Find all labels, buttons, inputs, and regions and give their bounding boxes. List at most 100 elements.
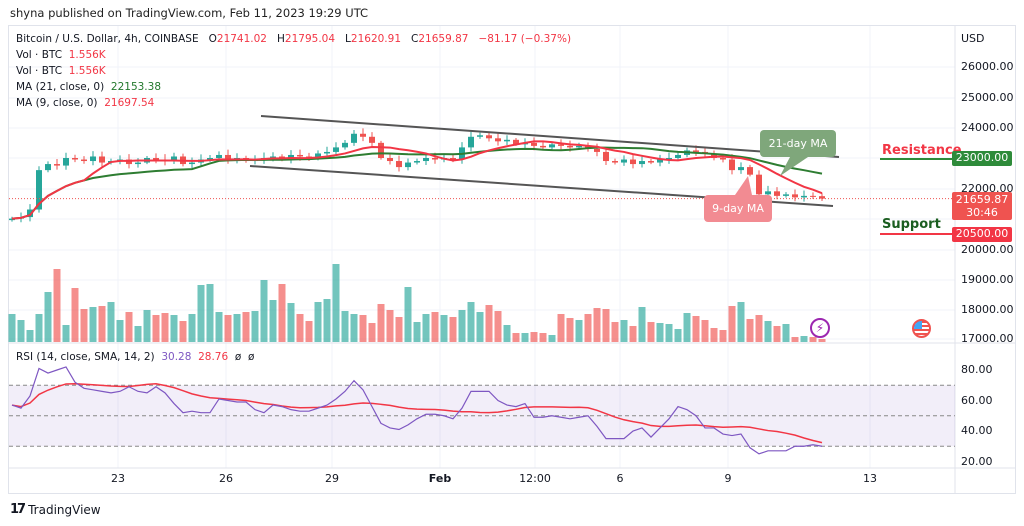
volume-bar	[44, 292, 52, 342]
volume-bar	[269, 300, 277, 342]
volume-value: 1.556K	[68, 65, 106, 77]
candle-body	[666, 158, 672, 160]
volume-bar	[152, 315, 160, 342]
volume-bar	[413, 322, 421, 342]
current-price: 21659.87	[955, 193, 1009, 206]
candle-body	[756, 174, 762, 195]
rsi-line	[11, 366, 823, 455]
candle-body	[396, 161, 402, 168]
candle-body	[423, 158, 429, 162]
rsi-label: RSI (14, close, SMA, 14, 2)	[16, 351, 155, 363]
ma9-legend: MA (9, close, 0) 21697.54	[16, 97, 154, 109]
volume-bar	[206, 284, 214, 342]
volume-label: Vol · BTC	[16, 49, 63, 61]
candle-body	[783, 194, 789, 196]
volume-bar	[314, 302, 322, 342]
ma21-line	[11, 146, 823, 220]
time-tick-label: 12:00	[519, 472, 551, 485]
volume-bar	[791, 337, 799, 342]
volume-value: 1.556K	[68, 49, 106, 61]
candle-body	[207, 158, 213, 160]
volume-bar	[341, 311, 349, 342]
price-tick-label: 22000.00	[961, 182, 1014, 195]
volume-bar	[71, 288, 79, 342]
volume-bar	[737, 302, 745, 342]
volume-bar	[665, 324, 673, 342]
resistance-price-label: 23000.00	[952, 151, 1012, 166]
time-tick-label: 13	[863, 472, 877, 485]
ma9-label: MA (9, close, 0)	[16, 97, 98, 109]
volume-bar	[593, 308, 601, 342]
candle-body	[270, 156, 276, 158]
candle-body	[765, 191, 771, 195]
candle-body	[774, 191, 780, 196]
candle-body	[477, 135, 483, 137]
tradingview-logo-text: TradingView	[28, 502, 101, 517]
volume-bar	[764, 321, 772, 342]
rsi-extra-2: ø	[247, 351, 255, 363]
rsi-extra-1: ø	[234, 351, 242, 363]
volume-bar	[233, 314, 241, 342]
open-label: O	[208, 33, 217, 45]
candle-body	[387, 158, 393, 162]
candle-body	[594, 148, 600, 152]
candle-body	[810, 195, 816, 197]
volume-bar	[98, 306, 106, 342]
volume-bar	[143, 310, 151, 342]
candle-body	[405, 162, 411, 168]
currency-label: USD	[961, 32, 985, 45]
price-tick-label: 24000.00	[961, 121, 1014, 134]
ma21-callout-tail	[780, 157, 808, 176]
candle-body	[369, 136, 375, 143]
volume-bar	[431, 312, 439, 342]
volume-bar	[350, 314, 358, 342]
rsi-sma-value: 28.76	[198, 351, 229, 363]
rsi-value: 30.28	[161, 351, 192, 363]
close-label: C	[411, 33, 419, 45]
price-tick-label: 26000.00	[961, 60, 1014, 73]
volume-bar	[755, 315, 763, 342]
volume-bar	[602, 309, 610, 342]
volume-bar	[782, 324, 790, 342]
tradingview-logo-icon: 17	[10, 502, 26, 517]
lightning-icon[interactable]: ⚡	[810, 318, 830, 338]
volume-bar	[287, 303, 295, 342]
volume-bar	[575, 320, 583, 342]
volume-bar	[116, 320, 124, 342]
candle-body	[486, 135, 492, 139]
candle-body	[621, 159, 627, 163]
volume-bar	[557, 314, 565, 342]
volume-bar	[422, 314, 430, 342]
volume-legend-2: Vol · BTC 1.556K	[16, 65, 106, 77]
candle-body	[747, 167, 753, 175]
high-label: H	[277, 33, 285, 45]
tradingview-logo[interactable]: 17 TradingView	[10, 502, 101, 517]
volume-bar	[17, 320, 25, 342]
candle-body	[531, 142, 537, 146]
ma21-legend: MA (21, close, 0) 22153.38	[16, 81, 161, 93]
candle-body	[495, 138, 501, 142]
candle-body	[567, 145, 573, 148]
time-tick-label: 23	[111, 472, 125, 485]
rsi-tick-label: 40.00	[961, 424, 993, 437]
rsi-tick-label: 60.00	[961, 393, 993, 407]
candle-body	[225, 154, 231, 160]
price-tick-label: 17000.00	[961, 332, 1014, 345]
volume-bar	[521, 333, 529, 342]
candle-body	[549, 144, 555, 148]
resistance-label: Resistance	[882, 143, 962, 158]
ma21-value: 22153.38	[110, 81, 162, 93]
candle-body	[360, 133, 366, 137]
volume-label: Vol · BTC	[16, 65, 63, 77]
candle-countdown: 30:46	[966, 206, 998, 219]
candle-body	[558, 144, 564, 146]
candle-body	[801, 195, 807, 198]
candle-body	[639, 161, 645, 165]
us-flag-icon[interactable]	[912, 319, 931, 338]
candle-body	[63, 158, 69, 166]
candle-body	[729, 159, 735, 171]
candle-body	[54, 164, 60, 166]
volume-bar	[494, 311, 502, 342]
volume-bar	[89, 307, 97, 342]
